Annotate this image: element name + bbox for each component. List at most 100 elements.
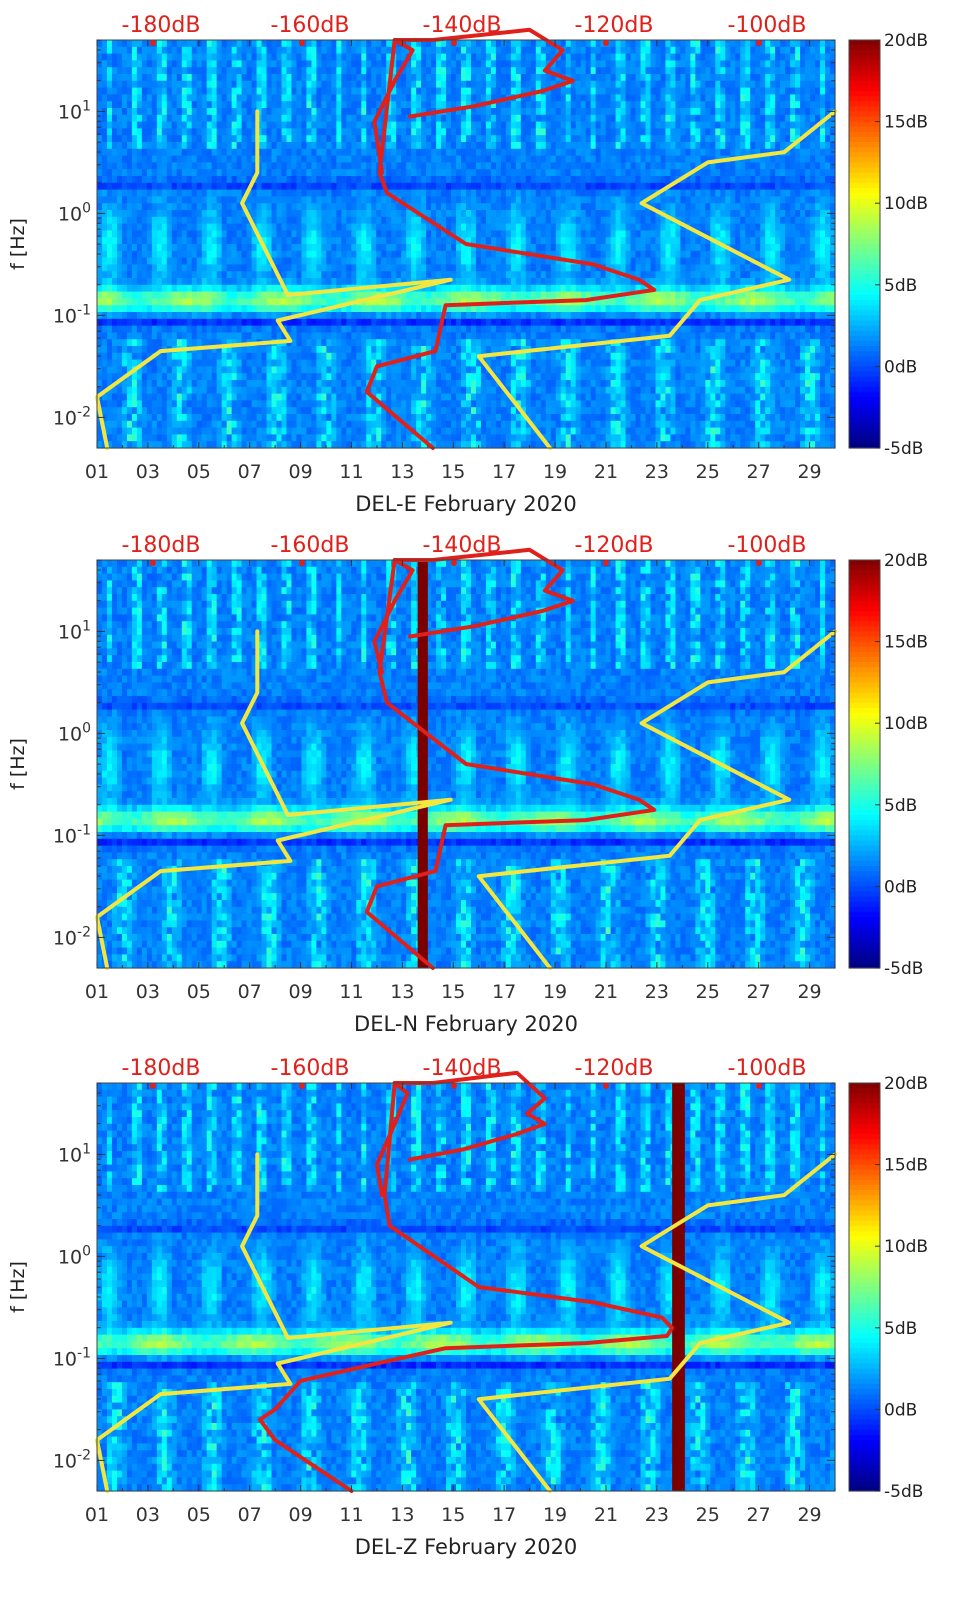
x-tick-label: 17 [492, 461, 516, 483]
colorbar-swatch [849, 753, 880, 760]
colorbar-swatch [849, 264, 880, 271]
colorbar-swatch [849, 835, 880, 842]
colorbar-swatch [849, 310, 880, 316]
colorbar-swatch [849, 1164, 880, 1171]
colorbar-swatch [849, 1358, 880, 1365]
colorbar-swatch [849, 432, 880, 439]
colorbar-swatch [849, 723, 880, 729]
colorbar-swatch [849, 1312, 880, 1319]
colorbar-swatch [849, 106, 880, 112]
colorbar-swatch [849, 182, 880, 189]
colorbar-swatch [849, 595, 880, 602]
colorbar-swatch [849, 1210, 880, 1217]
data-gap-bar [417, 560, 428, 968]
colorbar-swatch [849, 641, 880, 648]
colorbar-swatch [849, 85, 880, 92]
spectrogram-panel-del-z: 01 03 05 07 09 11 13 15 17 19 21 23 25 27 29 DEL-Z Febr… [0, 1043, 962, 1576]
y-tick-label: 101 [58, 1141, 91, 1166]
colorbar-swatch [849, 116, 880, 123]
colorbar-label: 20dB [884, 551, 928, 571]
top-db-marker [150, 1083, 156, 1089]
chart-svg: 01 03 05 07 09 11 13 15 17 19 21 23 25 27 29 DEL-Z Febr… [7, 1056, 928, 1559]
colorbar-swatch [849, 80, 880, 87]
colorbar-swatch [849, 656, 880, 663]
noise-model-line [476, 1152, 837, 1493]
colorbar-swatch [849, 295, 880, 301]
colorbar-swatch [849, 733, 880, 740]
colorbar-swatch [849, 850, 880, 857]
x-tick-label: 11 [339, 981, 363, 1003]
colorbar-swatch [849, 55, 880, 61]
colorbar-swatch [849, 274, 880, 281]
top-db-label: -180dB [122, 1056, 201, 1081]
x-tick-label: 21 [594, 461, 618, 483]
colorbar-swatch [849, 157, 880, 163]
colorbar-swatch [849, 1113, 880, 1120]
colorbar-frame [848, 559, 881, 969]
colorbar-swatch [849, 922, 880, 928]
colorbar-swatch [849, 590, 880, 597]
x-tick-label: 03 [136, 981, 160, 1003]
colorbar-swatch [849, 1389, 880, 1395]
y-axis-label: f [Hz] [7, 218, 29, 270]
colorbar-swatch [849, 570, 880, 576]
colorbar-swatch [849, 866, 880, 872]
colorbar-swatch [849, 1440, 880, 1446]
colorbar-swatch [849, 1292, 880, 1298]
colorbar-swatch [849, 1307, 880, 1314]
colorbar-swatch [849, 340, 880, 347]
colorbar-label: 5dB [884, 796, 917, 816]
colorbar-swatch [849, 198, 880, 204]
colorbar-swatch [849, 351, 880, 357]
colorbar-swatch [849, 600, 880, 607]
colorbar-swatch [849, 1246, 880, 1252]
colorbar-swatch [849, 616, 880, 622]
colorbar-label: 15dB [884, 113, 928, 133]
colorbar-swatch [849, 233, 880, 240]
colorbar-swatch [849, 932, 880, 938]
colorbar-swatch [849, 45, 880, 51]
colorbar-swatch [849, 1190, 880, 1196]
psd-line [392, 547, 575, 639]
x-axis: 01 03 05 07 09 11 13 15 17 19 21 23 25 27 29 [85, 1083, 836, 1526]
colorbar-swatch [849, 1185, 880, 1191]
colorbar-swatch [849, 356, 880, 362]
x-tick-label: 27 [747, 981, 771, 1003]
x-tick-label: 15 [441, 461, 465, 483]
y-axis: 10-2 10-1 100 101 [53, 39, 835, 429]
colorbar-swatch [849, 947, 880, 954]
y-tick-label: 10-2 [53, 1447, 91, 1472]
x-tick-label: 19 [543, 1504, 567, 1526]
top-db-label: -100dB [728, 13, 807, 38]
colorbar-swatch [849, 1368, 880, 1375]
colorbar-swatch [849, 580, 880, 587]
colorbar-swatch [849, 254, 880, 260]
colorbar-swatch [849, 605, 880, 612]
colorbar-label: 15dB [884, 633, 928, 653]
top-db-marker [603, 560, 609, 566]
top-db-label: -160dB [271, 533, 350, 558]
chart-svg: 01 03 05 07 09 11 13 15 17 19 21 23 25 27 29 DEL-N Febr… [7, 533, 928, 1036]
colorbar-swatch [849, 794, 880, 801]
x-tick-label: 25 [696, 461, 720, 483]
colorbar-swatch [849, 1139, 880, 1145]
x-tick-label: 27 [747, 1504, 771, 1526]
colorbar-swatch [849, 70, 880, 77]
x-tick-label: 23 [645, 981, 669, 1003]
x-tick-label: 07 [238, 981, 262, 1003]
x-tick-label: 23 [645, 1504, 669, 1526]
colorbar-swatch [849, 1378, 880, 1385]
colorbar-swatch [849, 366, 880, 373]
colorbar-swatch [849, 662, 880, 668]
colorbar-swatch [849, 376, 880, 383]
colorbar-swatch [849, 1353, 880, 1359]
colorbar-swatch [849, 1088, 880, 1094]
y-axis-label: f [Hz] [7, 738, 29, 790]
colorbar-swatch [849, 1134, 880, 1140]
y-tick-label: 101 [58, 98, 91, 123]
colorbar-swatch [849, 381, 880, 388]
colorbar-swatch [849, 126, 880, 133]
colorbar-swatch [849, 758, 880, 765]
colorbar-swatch [849, 1236, 880, 1242]
colorbar-swatch [849, 203, 880, 209]
